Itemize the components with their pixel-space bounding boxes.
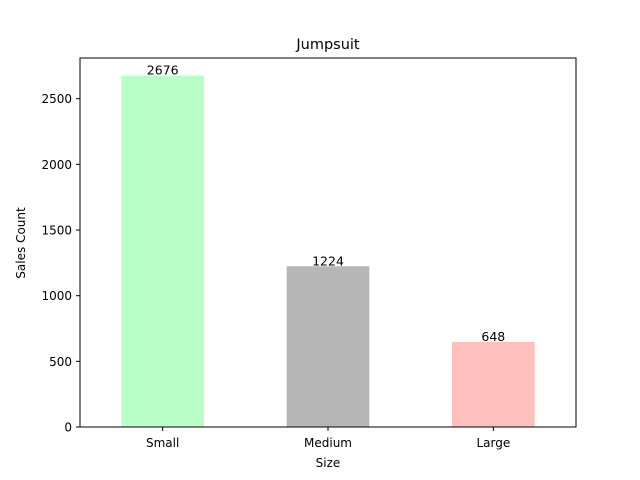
- data-label-medium: 1224: [312, 253, 344, 268]
- chart-title: Jumpsuit: [295, 37, 360, 53]
- y-tick-label: 0: [64, 421, 72, 435]
- bar-large: [452, 341, 535, 427]
- data-label-small: 2676: [147, 63, 179, 78]
- x-tick-label-small: Small: [146, 436, 179, 450]
- data-label-large: 648: [481, 329, 505, 344]
- x-tick-label-medium: Medium: [304, 436, 352, 450]
- bar-small: [121, 75, 204, 428]
- y-tick-label: 1000: [41, 289, 72, 303]
- y-axis-label: Sales Count: [14, 207, 28, 279]
- y-tick-label: 2000: [41, 158, 72, 172]
- bar-medium: [286, 266, 370, 427]
- y-tick-label: 1500: [41, 224, 72, 238]
- y-tick-label: 2500: [41, 92, 72, 106]
- plot-area: 2676 1224 648 Small Medium Large 0 500 1000 1500 2…: [41, 57, 577, 450]
- y-tick-label: 500: [49, 355, 72, 369]
- x-tick-label-large: Large: [476, 436, 510, 450]
- x-axis-label: Size: [316, 456, 341, 470]
